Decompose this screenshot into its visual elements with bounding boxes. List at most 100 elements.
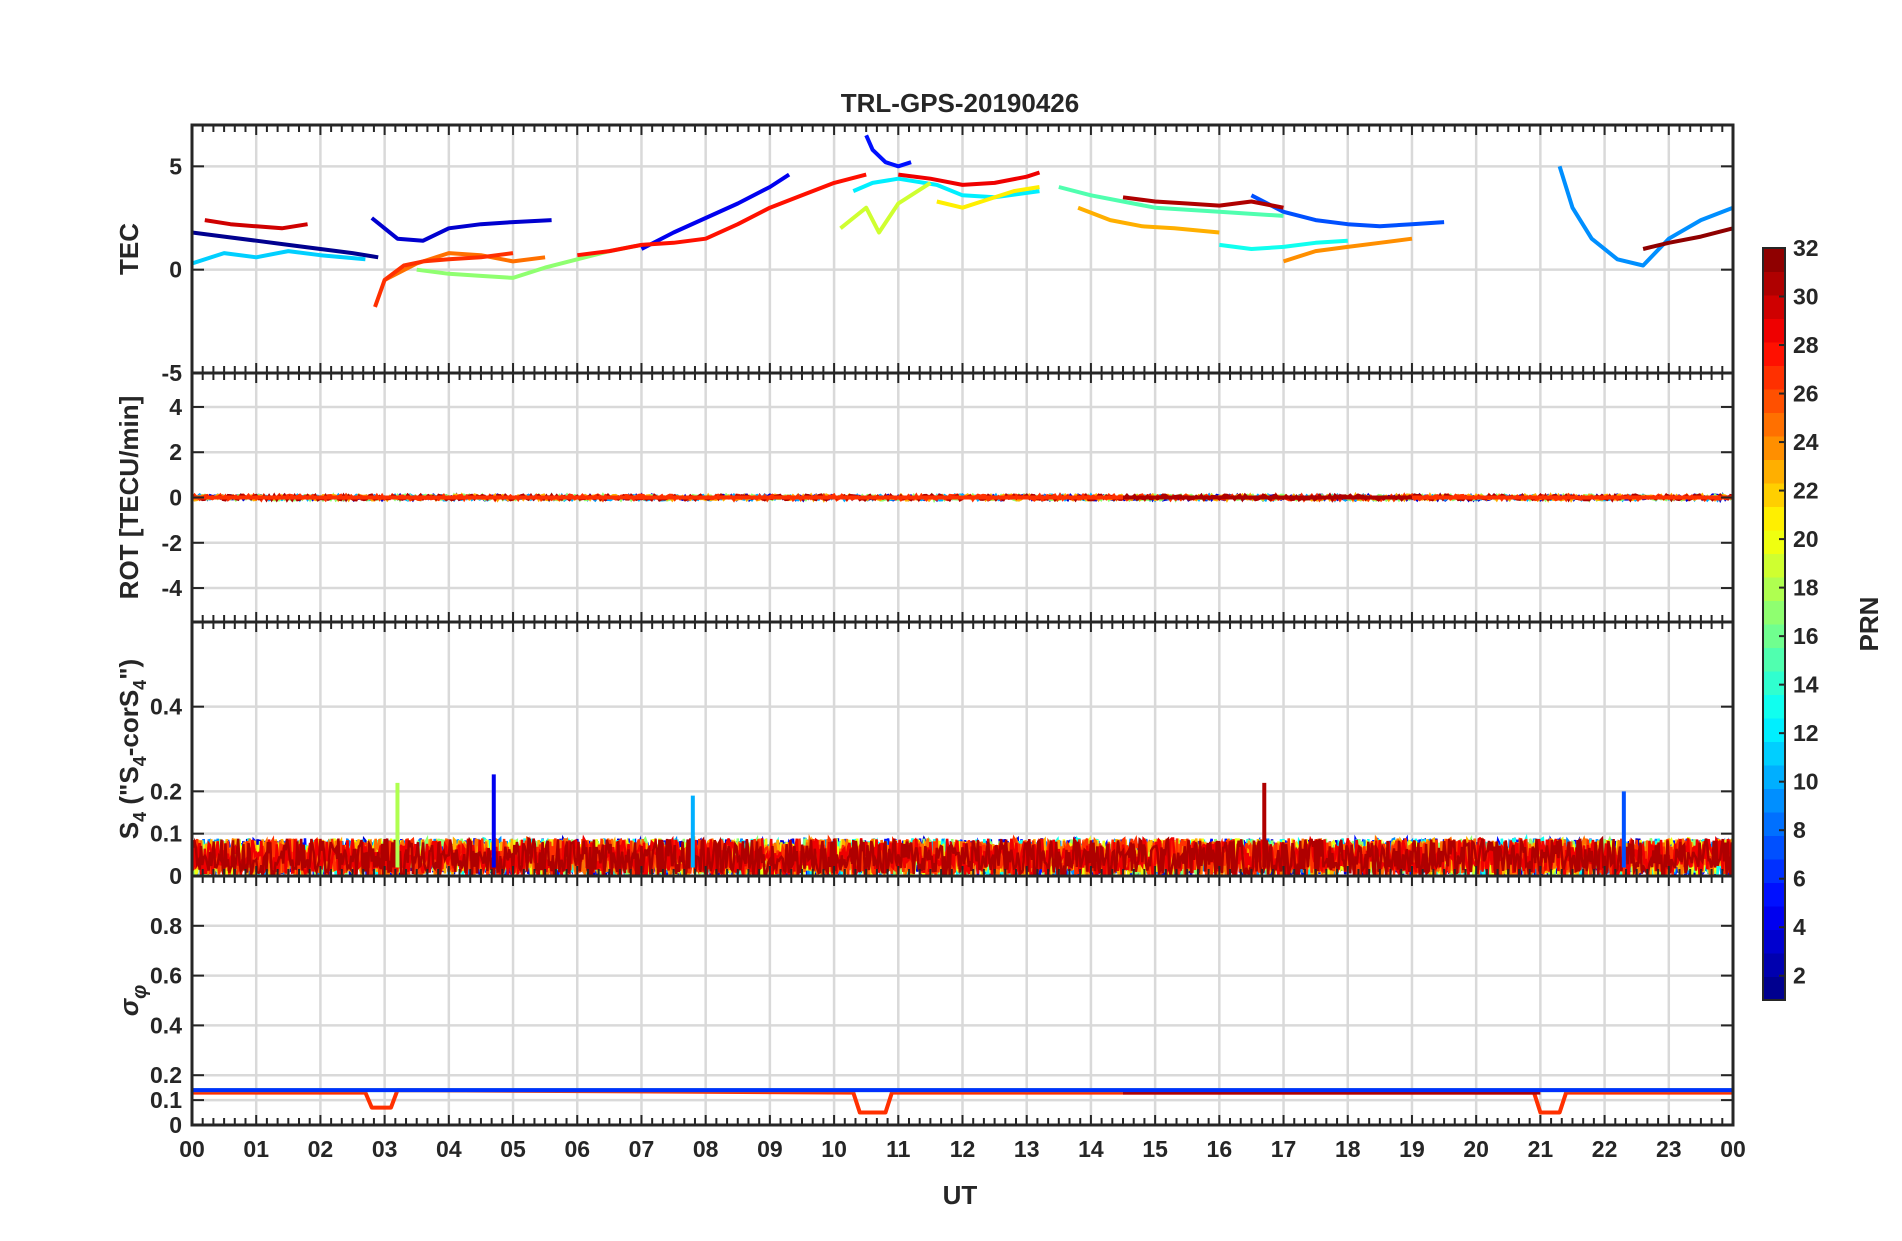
series-prn-28 [577, 172, 867, 258]
y-tick-label: -2 [162, 530, 182, 556]
colorbar-segment [1763, 882, 1785, 907]
colorbar-tick-label: 2 [1793, 963, 1806, 989]
x-tick-label: 10 [821, 1136, 847, 1162]
series-prn-23 [1077, 205, 1220, 235]
series-prn-7 [1250, 193, 1445, 229]
colorbar-tick-label: 24 [1793, 429, 1819, 455]
panel-sigma: 00.10.2 0.4 0.6 0.8 σφ [114, 874, 1735, 1138]
colorbar-tick-label: 10 [1793, 769, 1819, 795]
y-tick-label: 0.8 [150, 913, 182, 939]
colorbar-segment [1763, 812, 1785, 836]
panel-rot: -4 -2 0 2 4 ROT [TECU/min] [114, 371, 1735, 624]
series-prn-3 [370, 216, 552, 243]
colorbar-segment [1763, 389, 1785, 413]
series-prn-21 [936, 185, 1040, 210]
colorbar-tick-label: 32 [1793, 235, 1819, 261]
series-prn-15 [1058, 185, 1284, 218]
y-tick-label: 0 [169, 1112, 182, 1138]
colorbar-segment [1763, 647, 1785, 672]
colorbar-segment [1763, 483, 1785, 507]
series-prn-9 [1557, 165, 1733, 268]
y-tick-label: 0.4 [150, 694, 182, 720]
colorbar-tick-label: 30 [1793, 284, 1819, 310]
x-tick-label: 00 [179, 1136, 205, 1162]
y-axis-label-tec: TEC [114, 223, 144, 275]
y-axis-label-sigma: σφ [114, 985, 151, 1016]
colorbar-tick-label: 26 [1793, 381, 1819, 407]
s4-noise-trace [192, 835, 1733, 876]
x-tick-label: 20 [1463, 1136, 1489, 1162]
series-prn-32 [1642, 226, 1733, 251]
colorbar-segment [1763, 859, 1785, 883]
y-tick-label: 0 [169, 257, 182, 283]
series-prn-4 [640, 172, 791, 251]
x-tick-label: 17 [1271, 1136, 1297, 1162]
colorbar-segment [1763, 953, 1785, 977]
x-tick-label: 09 [757, 1136, 783, 1162]
x-tick-label: 23 [1656, 1136, 1682, 1162]
colorbar-segment [1763, 718, 1785, 742]
colorbar-segment [1763, 295, 1785, 319]
y-tick-label: 0.2 [150, 778, 182, 804]
series-prn-11 [192, 249, 366, 266]
series-prn-13 [1219, 238, 1348, 251]
x-tick-label: 02 [308, 1136, 334, 1162]
x-tick-label: 03 [372, 1136, 398, 1162]
x-tick-label: 15 [1142, 1136, 1168, 1162]
y-tick-label: -5 [162, 360, 183, 386]
colorbar-tick-label: 28 [1793, 332, 1819, 358]
y-tick-label: 5 [169, 153, 182, 179]
x-tick-label: 04 [436, 1136, 462, 1162]
colorbar-segment [1763, 788, 1785, 813]
x-tick-label: 22 [1592, 1136, 1618, 1162]
x-tick-label: 01 [243, 1136, 269, 1162]
colorbar-segment [1763, 671, 1785, 695]
colorbar-tick-label: 16 [1793, 623, 1819, 649]
plot-area-tec [192, 134, 1733, 308]
colorbar-segment [1763, 530, 1785, 554]
series-prn-30 [204, 218, 308, 231]
colorbar-segment [1763, 694, 1785, 719]
colorbar-segment [1763, 600, 1785, 625]
colorbar-segment [1763, 318, 1785, 343]
x-tick-label: 08 [693, 1136, 719, 1162]
colorbar-segment [1763, 436, 1785, 460]
x-tick-label: 16 [1207, 1136, 1233, 1162]
y-tick-label: 4 [169, 394, 182, 420]
y-tick-label: 0.6 [150, 963, 182, 989]
colorbar-tick-label: 12 [1793, 720, 1819, 746]
colorbar-segment [1763, 342, 1785, 366]
colorbar-segment [1763, 248, 1785, 272]
colorbar-segment [1763, 553, 1785, 578]
colorbar-tick-label: 18 [1793, 575, 1819, 601]
y-tick-label: -4 [162, 575, 183, 601]
colorbar-segment [1763, 577, 1785, 601]
colorbar-segment [1763, 412, 1785, 437]
colorbar-tick-label: 14 [1793, 672, 1819, 698]
x-axis-label: UT [943, 1180, 978, 1210]
colorbar-tick-label: 20 [1793, 526, 1819, 552]
series-prn-27 [192, 1088, 1733, 1115]
x-tick-label: 07 [629, 1136, 655, 1162]
x-tick-label: 12 [950, 1136, 976, 1162]
x-tick-label: 11 [886, 1136, 911, 1162]
colorbar-tick-label: 22 [1793, 478, 1819, 504]
y-tick-label: 0.1 [150, 1087, 182, 1113]
colorbar-tick-label: 6 [1793, 866, 1806, 892]
x-tick-label: 06 [564, 1136, 590, 1162]
y-tick-label: 0.2 [150, 1062, 182, 1088]
colorbar-frame [1762, 247, 1786, 1001]
y-tick-label: 2 [169, 439, 182, 465]
series-prn-27 [373, 251, 514, 308]
y-tick-label: 0 [169, 485, 182, 511]
colorbar-segment [1763, 365, 1785, 390]
series-prn-25 [383, 251, 546, 282]
x-tick-label: 14 [1078, 1136, 1104, 1162]
y-axis-label-s4: S4 ("S4-corS4") [114, 659, 150, 839]
series-prn-1 [192, 230, 379, 260]
colorbar-segment [1763, 835, 1785, 860]
colorbar-segment [1763, 976, 1785, 1001]
x-tick-label: 05 [500, 1136, 526, 1162]
